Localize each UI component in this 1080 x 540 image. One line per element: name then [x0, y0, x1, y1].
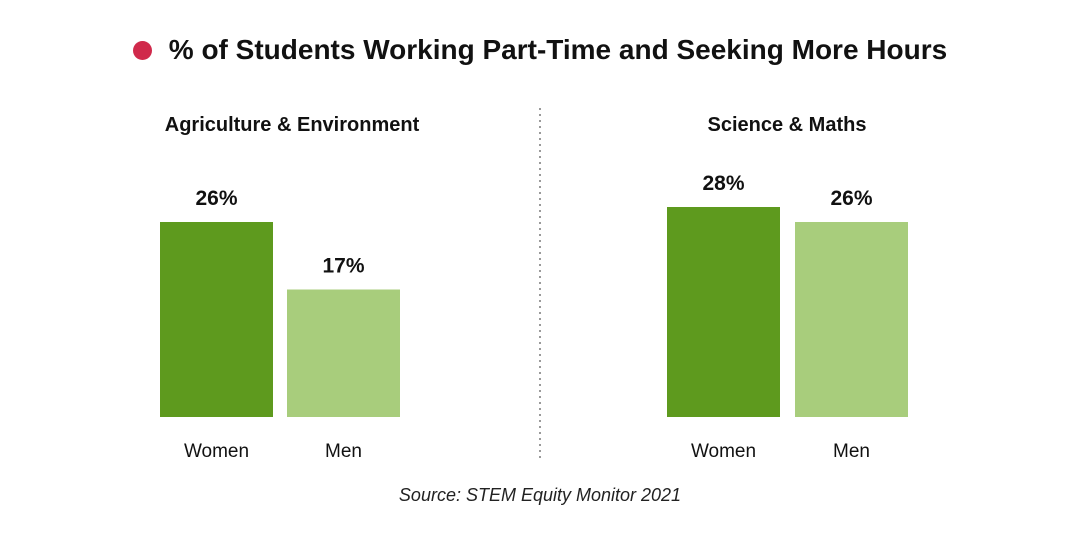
chart-title: % of Students Working Part-Time and Seek…: [168, 34, 948, 65]
bar-men: [795, 222, 908, 417]
bar-women: [667, 207, 780, 417]
category-label: Men: [325, 441, 362, 462]
chart-title-row: % of Students Working Part-Time and Seek…: [0, 28, 1080, 72]
panel-title: Science & Maths: [708, 114, 867, 136]
title-bullet-dot: [132, 40, 152, 60]
category-label: Women: [691, 441, 756, 462]
category-label: Women: [184, 441, 249, 462]
source-note: Source: STEM Equity Monitor 2021: [398, 485, 682, 505]
panel-title: Agriculture & Environment: [165, 114, 420, 136]
category-label: Men: [833, 441, 870, 462]
data-label: 26%: [195, 187, 237, 210]
data-label: 17%: [322, 255, 364, 278]
bar-women: [160, 222, 273, 417]
data-label: 28%: [702, 172, 744, 195]
data-label: 26%: [830, 187, 872, 210]
bar-men: [287, 289, 400, 417]
